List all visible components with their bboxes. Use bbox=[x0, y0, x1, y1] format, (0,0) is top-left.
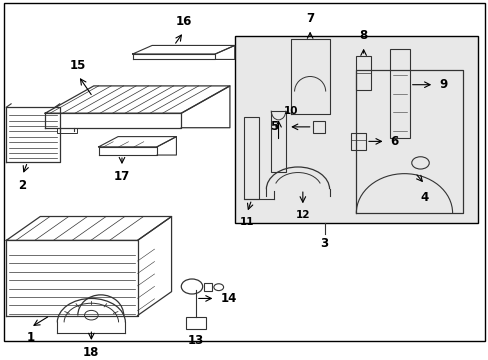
Text: 16: 16 bbox=[175, 15, 191, 28]
Bar bbox=[312, 121, 324, 133]
Text: 14: 14 bbox=[220, 292, 236, 305]
Text: 1: 1 bbox=[26, 331, 35, 344]
Text: 10: 10 bbox=[283, 106, 297, 116]
Text: 13: 13 bbox=[187, 334, 203, 347]
Text: 18: 18 bbox=[83, 346, 100, 359]
Text: 15: 15 bbox=[70, 59, 86, 72]
Bar bbox=[351, 133, 366, 150]
Bar bbox=[234, 36, 477, 223]
Text: 11: 11 bbox=[239, 216, 254, 226]
Text: 2: 2 bbox=[18, 179, 26, 192]
Bar bbox=[389, 49, 409, 138]
Text: 3: 3 bbox=[320, 237, 328, 250]
Text: 9: 9 bbox=[438, 78, 447, 91]
Bar bbox=[271, 111, 285, 172]
Bar bbox=[186, 317, 205, 329]
Text: 6: 6 bbox=[389, 135, 398, 148]
Bar bbox=[57, 128, 77, 133]
Text: 8: 8 bbox=[359, 30, 367, 42]
Bar bbox=[356, 56, 370, 90]
Text: 4: 4 bbox=[420, 191, 428, 204]
Bar bbox=[244, 117, 259, 199]
Bar bbox=[203, 283, 211, 291]
Text: 17: 17 bbox=[114, 170, 130, 183]
Text: 5: 5 bbox=[270, 120, 278, 133]
Text: 7: 7 bbox=[305, 12, 314, 25]
Text: 12: 12 bbox=[295, 210, 309, 220]
